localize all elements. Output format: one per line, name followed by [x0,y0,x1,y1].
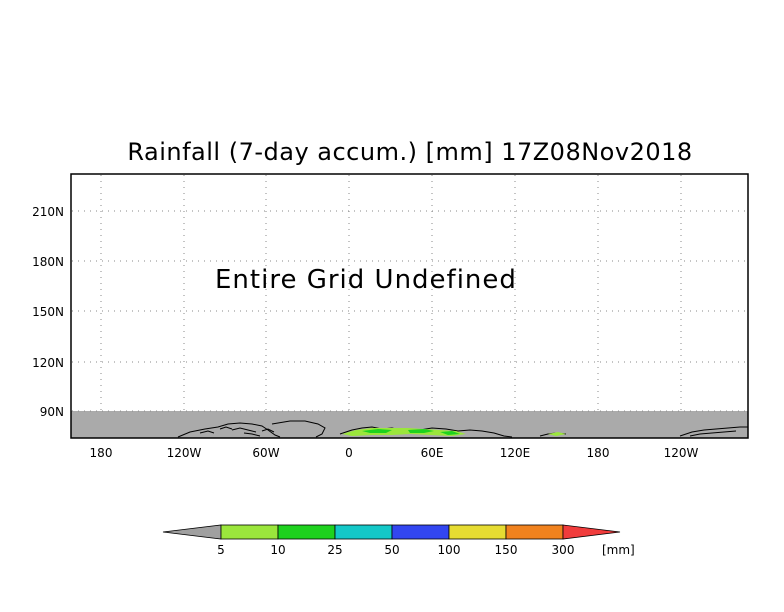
rainfall-areas [342,428,566,436]
colorbar-tick-10: 10 [270,543,285,557]
colorbar-tick-100: 100 [438,543,461,557]
latitude-labels: 210N 180N 150N 120N 90N [32,205,64,419]
colorbar-tick-5: 5 [217,543,225,557]
colorbar: 5 10 25 50 100 150 300 [mm] [162,524,635,557]
rainfall-moderate-patch-3 [440,431,460,435]
lat-label-120n: 120N [32,356,64,370]
coastline-alaska-inner [689,430,737,437]
coastline-america-inner [231,427,261,437]
lat-label-180n: 180N [32,255,64,269]
lon-label-120e: 120E [500,446,531,460]
undefined-grid-message: Entire Grid Undefined [215,265,517,295]
colorbar-unit: [mm] [602,543,635,557]
colorbar-under-arrow [162,524,222,540]
lon-label-120w-right: 120W [664,446,699,460]
lat-label-150n: 150N [32,305,64,319]
lat-label-90n: 90N [40,405,64,419]
lon-label-60w: 60W [252,446,279,460]
coastline-west-america [177,422,281,438]
colorbar-bin-4 [391,524,450,540]
lon-label-180: 180 [90,446,113,460]
colorbar-tick-150: 150 [495,543,518,557]
map-title: Rainfall (7-day accum.) [mm] 17Z08Nov201… [127,138,693,166]
coastline-alaska [679,426,748,437]
lon-label-120w: 120W [167,446,202,460]
coastline-greenland [271,420,326,438]
rainfall-moderate-patch-1 [362,429,392,433]
lat-label-210n: 210N [32,205,64,219]
longitude-labels: 180 120W 60W 0 60E 120E 180 120W [90,446,699,460]
colorbar-bin-6 [505,524,564,540]
coastline-arctic-islands [199,426,275,434]
rainfall-light-patch-east [548,432,566,436]
colorbar-tick-300: 300 [552,543,575,557]
colorbar-bin-1 [220,524,279,540]
colorbar-bin-3 [334,524,393,540]
lon-label-60e: 60E [421,446,444,460]
colorbar-tick-25: 25 [327,543,342,557]
colorbar-bin-2 [277,524,336,540]
rainfall-moderate-patch-2 [408,429,434,433]
colorbar-over-arrow [562,524,621,540]
coastline-asia [419,427,513,438]
lon-label-0: 0 [345,446,353,460]
map-frame [70,173,749,439]
colorbar-bin-5 [448,524,507,540]
lon-label-180-right: 180 [587,446,610,460]
colorbar-tick-50: 50 [384,543,399,557]
